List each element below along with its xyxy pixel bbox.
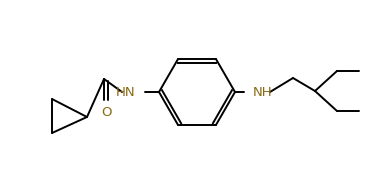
Text: HN: HN (115, 85, 135, 98)
Text: NH: NH (253, 85, 273, 98)
Text: O: O (101, 106, 111, 119)
